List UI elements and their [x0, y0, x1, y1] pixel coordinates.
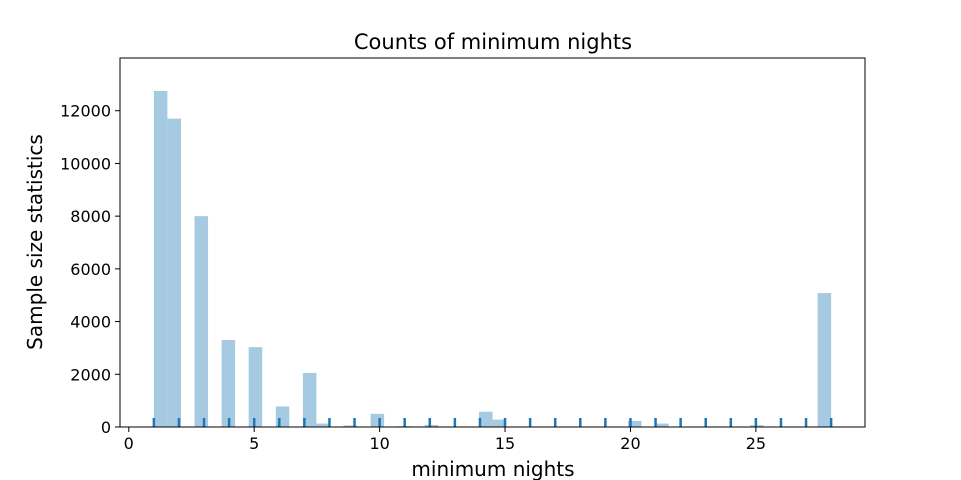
x-tick-label: 25: [746, 434, 766, 453]
histogram-bar: [316, 423, 330, 427]
histogram-bar: [248, 347, 263, 427]
histogram-bar: [655, 423, 669, 427]
y-tick-label: 2000: [70, 365, 111, 384]
y-tick-label: 10000: [60, 154, 111, 173]
histogram-bar: [302, 372, 317, 427]
histogram-bar: [167, 118, 181, 427]
y-axis-label: Sample size statistics: [23, 134, 47, 350]
x-tick-label: 15: [495, 434, 515, 453]
rug-marks: [152, 418, 833, 427]
x-tick-label: 10: [369, 434, 389, 453]
histogram-bar: [817, 293, 832, 427]
x-tick-label: 0: [124, 434, 134, 453]
histogram-bar: [370, 413, 385, 427]
y-tick-label: 12000: [60, 102, 111, 121]
y-tick-label: 4000: [70, 313, 111, 332]
histogram-bar: [194, 216, 209, 427]
histogram-bar: [478, 411, 493, 427]
histogram-bar: [275, 406, 290, 427]
plot-frame: [119, 57, 866, 428]
histogram-bar: [153, 90, 168, 428]
y-tick-label: 6000: [70, 260, 111, 279]
histogram-bar: [492, 419, 507, 427]
y-tick-label: 8000: [70, 207, 111, 226]
histogram-bar: [627, 420, 642, 427]
histogram-bar: [343, 425, 358, 427]
histogram-bar: [424, 424, 439, 427]
y-tick-label: 0: [101, 418, 111, 437]
histogram-bar: [221, 340, 236, 427]
chart-title: Counts of minimum nights: [354, 30, 632, 54]
x-tick-label: 5: [249, 434, 259, 453]
x-tick-label: 20: [620, 434, 640, 453]
y-axis-ticks: 0 2000 4000 6000 8000 10000 12000: [60, 102, 120, 437]
x-axis-label: minimum nights: [411, 457, 574, 480]
histogram-bars: [153, 90, 832, 428]
x-axis-ticks: 0 5 10 15 20 25: [124, 427, 766, 453]
